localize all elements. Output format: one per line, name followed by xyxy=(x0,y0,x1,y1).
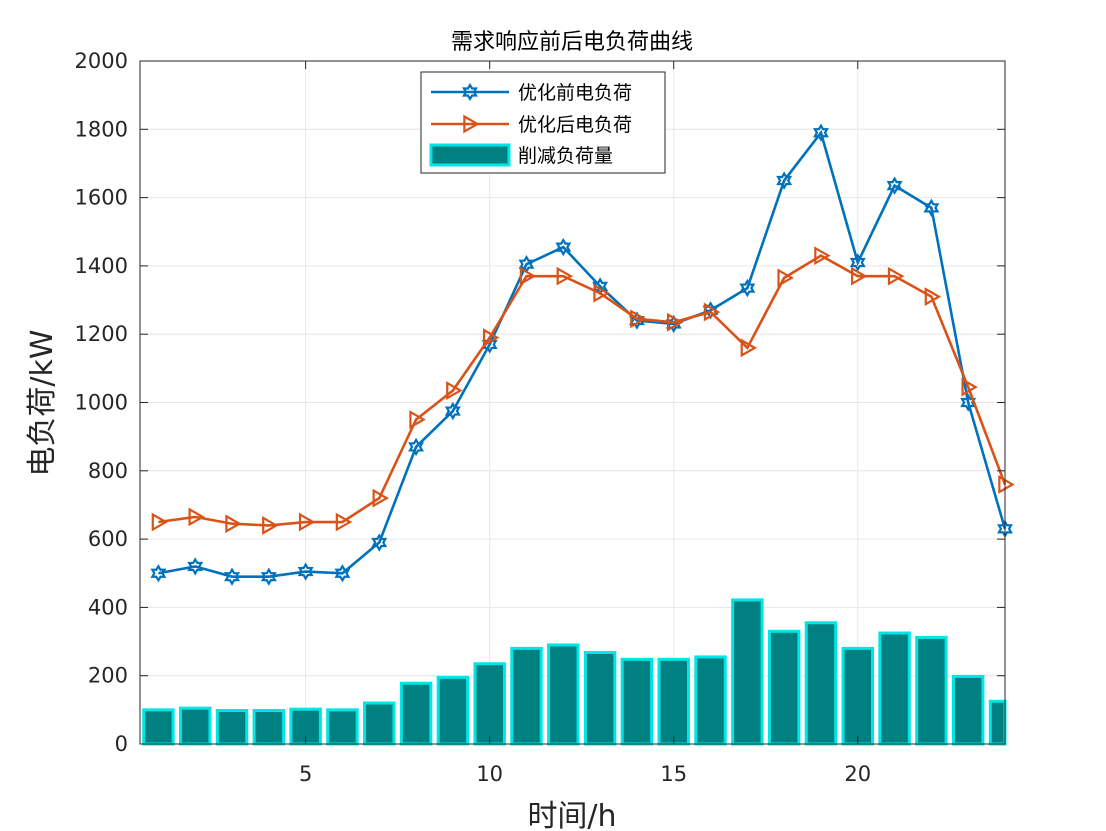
data-point xyxy=(886,176,903,195)
data-point xyxy=(151,512,169,532)
bar xyxy=(326,708,359,746)
data-point xyxy=(260,567,277,586)
bar xyxy=(731,598,764,746)
bar xyxy=(767,629,801,746)
bar xyxy=(436,675,470,746)
data-point xyxy=(519,266,537,286)
y-tick-label: 1600 xyxy=(75,186,128,210)
y-tick-label: 2000 xyxy=(75,49,128,73)
data-point xyxy=(666,312,684,332)
data-point xyxy=(298,512,316,532)
bar xyxy=(142,708,175,746)
y-tick-label: 0 xyxy=(115,732,128,756)
bar xyxy=(399,681,433,746)
y-axis-label: 电负荷/kW xyxy=(25,329,60,476)
bar xyxy=(510,646,543,746)
bar xyxy=(841,646,874,746)
data-point xyxy=(887,266,905,286)
x-tick-label: 15 xyxy=(660,762,687,786)
bar xyxy=(363,701,396,746)
data-point xyxy=(409,410,426,429)
y-tick-label: 400 xyxy=(88,595,128,619)
bar xyxy=(951,674,985,746)
y-tick-label: 1800 xyxy=(75,117,128,141)
data-point xyxy=(446,381,463,400)
data-point xyxy=(961,377,978,397)
data-point xyxy=(556,266,574,286)
bar xyxy=(583,650,617,746)
y-tick-label: 800 xyxy=(88,459,128,483)
bar xyxy=(215,709,249,746)
bar xyxy=(178,706,212,746)
data-point xyxy=(998,475,1015,494)
line-series xyxy=(150,123,1015,586)
data-point xyxy=(960,393,977,412)
data-point xyxy=(814,246,831,266)
data-point xyxy=(703,302,721,322)
axes-box xyxy=(139,60,1006,745)
bar xyxy=(694,655,727,746)
legend-label: 优化前电负荷 xyxy=(518,82,632,104)
data-point xyxy=(924,287,942,307)
legend-swatch xyxy=(429,143,511,167)
data-point xyxy=(225,514,242,534)
data-point xyxy=(372,488,389,508)
data-point xyxy=(849,253,866,272)
y-tick-label: 600 xyxy=(88,527,128,551)
y-tick-label: 1200 xyxy=(75,322,128,346)
bar xyxy=(473,662,506,746)
bar xyxy=(988,699,1007,746)
data-point xyxy=(187,557,204,576)
data-point xyxy=(463,114,480,134)
series-line xyxy=(158,129,1007,578)
bar xyxy=(804,621,838,746)
data-point xyxy=(444,401,461,421)
data-point xyxy=(224,567,240,586)
bar xyxy=(915,635,948,746)
data-point xyxy=(408,437,425,457)
x-tick-label: 20 xyxy=(844,762,871,786)
data-point xyxy=(334,564,351,583)
y-tick-label: 1400 xyxy=(75,254,128,278)
data-point xyxy=(740,338,758,358)
x-axis-label: 时间/h xyxy=(527,799,616,831)
data-point xyxy=(297,562,314,581)
bar-series xyxy=(142,598,1007,746)
bar xyxy=(547,643,580,746)
y-tick-label: 1000 xyxy=(75,391,128,415)
data-point xyxy=(630,309,647,329)
data-point xyxy=(371,533,388,552)
y-tick-label: 200 xyxy=(88,664,128,688)
data-point xyxy=(482,328,500,348)
data-point xyxy=(813,123,829,142)
data-point xyxy=(150,564,167,583)
data-point xyxy=(593,283,610,303)
data-point xyxy=(262,516,279,535)
data-point xyxy=(923,198,940,218)
data-point xyxy=(776,171,793,190)
data-point xyxy=(188,507,205,527)
chart-title: 需求响应前后电负荷曲线 xyxy=(451,30,693,55)
bar xyxy=(657,657,690,746)
data-point xyxy=(555,237,572,257)
legend-label: 削减负荷量 xyxy=(518,145,613,167)
bar xyxy=(878,631,911,746)
x-tick-label: 5 xyxy=(299,762,312,786)
data-point xyxy=(739,278,756,298)
data-point xyxy=(851,266,868,286)
data-point xyxy=(777,268,794,288)
bar xyxy=(620,657,654,746)
tick-labels: 0 200 400 600 800 1000 1200 1400 1600 1800 2000 5 10… xyxy=(75,49,872,786)
x-tick-label: 10 xyxy=(476,762,503,786)
data-point xyxy=(462,82,478,102)
data-point xyxy=(335,512,353,532)
legend-label: 优化后电负荷 xyxy=(518,114,632,136)
bar xyxy=(252,709,286,746)
